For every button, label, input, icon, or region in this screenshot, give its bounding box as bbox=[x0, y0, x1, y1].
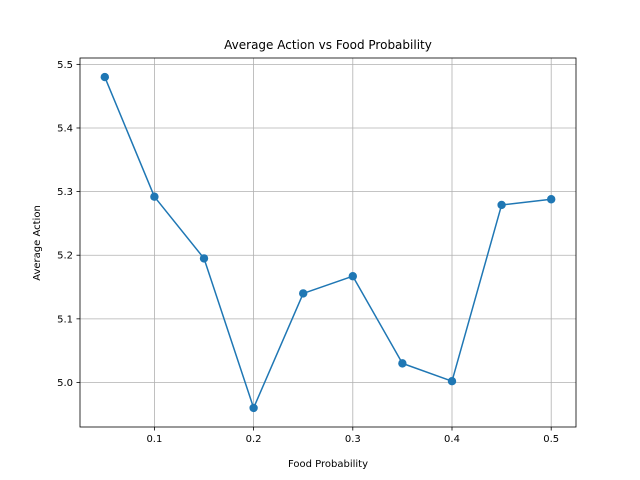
data-point bbox=[447, 376, 457, 386]
plot-area-frame bbox=[79, 57, 577, 428]
series-line bbox=[104, 76, 552, 409]
data-point bbox=[299, 289, 308, 298]
data-point bbox=[348, 272, 357, 281]
y-axis-title: Average Action bbox=[32, 205, 43, 281]
chart-title: Average Action vs Food Probability bbox=[224, 38, 432, 52]
y-tick-label: 5.5 bbox=[57, 60, 73, 71]
grid bbox=[80, 58, 576, 427]
x-axis-title: Food Probability bbox=[288, 459, 368, 470]
x-tick-label: 0.5 bbox=[543, 434, 559, 445]
data-point bbox=[547, 195, 556, 204]
x-tick-label: 0.3 bbox=[345, 434, 361, 445]
y-axis: 5.0 5.1 5.2 5.3 5.4 5.5 bbox=[57, 60, 80, 389]
y-tick-label: 5.3 bbox=[57, 187, 73, 198]
y-tick-label: 5.0 bbox=[57, 378, 73, 389]
y-tick-label: 5.2 bbox=[57, 251, 73, 262]
data-point bbox=[398, 359, 407, 368]
data-point bbox=[249, 403, 258, 413]
y-tick-label: 5.4 bbox=[57, 123, 73, 134]
data-series bbox=[100, 72, 556, 413]
y-tick-label: 5.1 bbox=[57, 314, 73, 325]
data-point bbox=[150, 192, 159, 201]
x-tick-label: 0.1 bbox=[146, 434, 162, 445]
x-tick-label: 0.4 bbox=[444, 434, 460, 445]
x-axis: 0.1 0.2 0.3 0.4 0.5 bbox=[146, 427, 559, 445]
x-tick-label: 0.2 bbox=[246, 434, 262, 445]
data-point bbox=[497, 200, 506, 210]
data-point bbox=[199, 254, 209, 263]
data-point bbox=[100, 72, 110, 82]
